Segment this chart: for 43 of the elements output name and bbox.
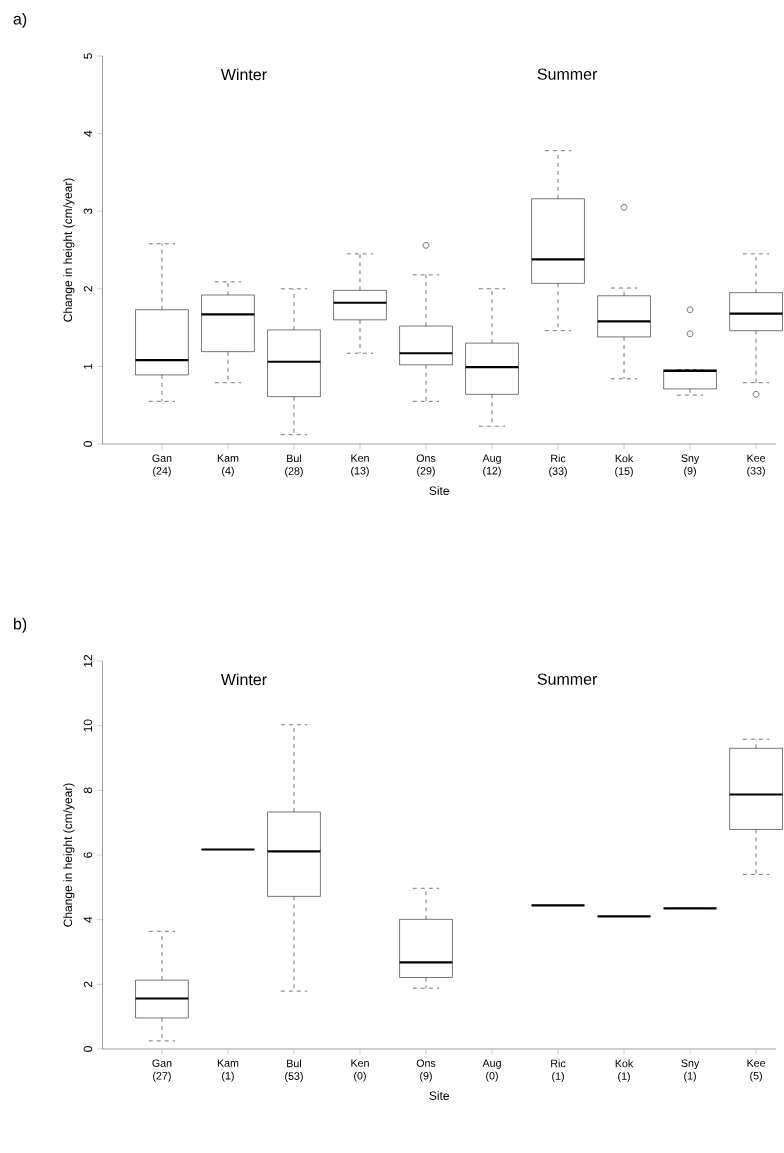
x-tick-label: Kam (4) [218,454,239,477]
x-tick-label: Ons (9) [416,1059,436,1082]
x-tick-label: Ons (29) [416,454,436,477]
x-tick-label: Ric (1) [551,1059,566,1083]
x-tick-label: Kam (1) [218,1059,239,1082]
x-tick-label: Kok (15) [615,454,634,478]
y-tick-label: 2 [83,286,93,292]
y-axis-title: Change in height (cm/year) [63,178,75,322]
annotation: Winter [221,673,268,686]
x-tick-label: Kee (33) [747,454,766,477]
x-tick-label: Gan (27) [152,1059,172,1082]
x-tick-label: Ken (0) [351,1059,370,1082]
y-tick-label: 0 [83,441,93,447]
y-tick-label: 2 [83,981,93,988]
y-tick-label: 4 [84,130,93,137]
chart-title: b) [14,617,27,633]
x-tick-label: Ric (33) [549,454,568,478]
x-tick-label: Aug (12) [482,454,502,477]
x-tick-label: Aug (0) [482,1059,502,1082]
y-tick-label: 0 [83,1046,93,1052]
y-tick-label: 4 [84,916,93,923]
x-tick-label: Bul (53) [285,1059,304,1083]
y-tick-label: 12 [83,654,93,667]
x-tick-label: Ken (13) [351,454,370,477]
x-tick-label: Sny (9) [681,454,700,477]
x-tick-label: Sny (1) [681,1059,700,1082]
x-tick-label: Kok (1) [615,1059,634,1083]
y-axis-title: Change in height (cm/year) [63,783,75,927]
annotation: Winter [221,68,268,81]
y-tick-label: 5 [83,53,93,59]
y-tick-label: 6 [83,852,93,858]
x-axis-title: Site [429,1091,450,1100]
chart-title: a) [13,12,27,28]
y-tick-label: 1 [84,363,93,369]
y-tick-label: 10 [83,719,93,732]
x-tick-label: Bul (28) [285,454,304,478]
x-axis-title: Site [429,486,450,495]
annotation: Summer [537,68,598,80]
y-tick-label: 3 [83,208,93,215]
x-tick-label: Kee (5) [747,1059,766,1082]
annotation: Summer [537,673,598,685]
x-tick-label: Gan (24) [152,454,172,477]
y-tick-label: 8 [83,787,93,794]
